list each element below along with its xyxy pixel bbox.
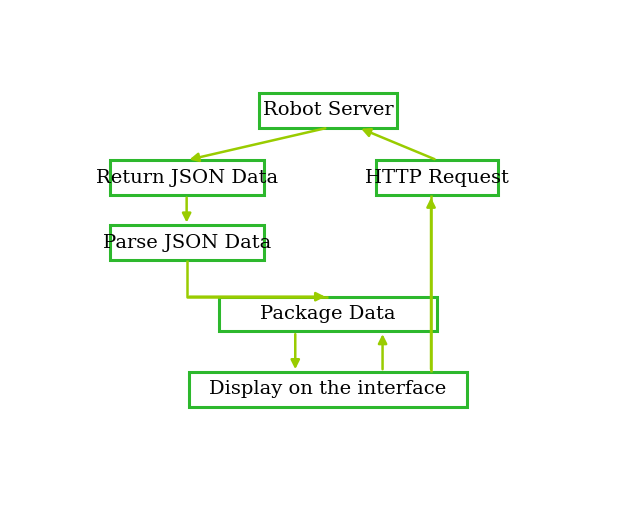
Text: HTTP Request: HTTP Request: [365, 169, 509, 187]
FancyBboxPatch shape: [376, 160, 498, 195]
FancyBboxPatch shape: [259, 93, 397, 127]
Text: Display on the interface: Display on the interface: [209, 380, 447, 398]
FancyBboxPatch shape: [110, 225, 264, 260]
Text: Return JSON Data: Return JSON Data: [95, 169, 278, 187]
FancyBboxPatch shape: [219, 297, 437, 331]
FancyBboxPatch shape: [189, 372, 467, 407]
Text: Robot Server: Robot Server: [262, 102, 394, 120]
Text: Package Data: Package Data: [260, 305, 396, 323]
FancyBboxPatch shape: [110, 160, 264, 195]
Text: Parse JSON Data: Parse JSON Data: [102, 234, 271, 252]
